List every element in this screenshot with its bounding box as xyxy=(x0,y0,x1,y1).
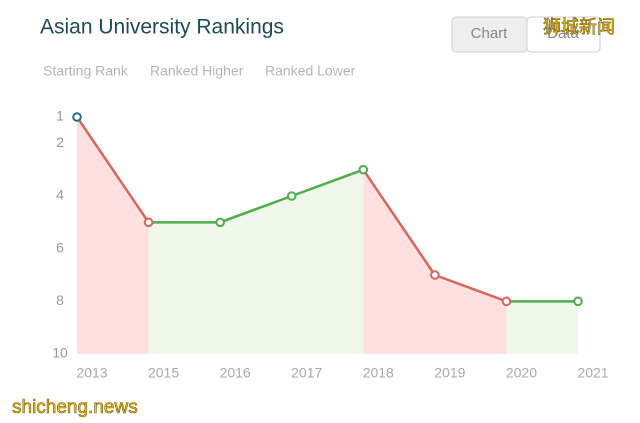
area-lower xyxy=(77,117,149,354)
y-tick-label: 10 xyxy=(52,345,68,361)
watermark: shicheng.news xyxy=(12,397,138,418)
area-higher xyxy=(506,301,578,354)
area-higher xyxy=(291,169,364,354)
button-label[interactable]: Data xyxy=(547,25,579,42)
y-tick-label: 1 xyxy=(56,108,64,124)
x-tick-label: 2019 xyxy=(434,365,465,381)
y-tick-label: 8 xyxy=(56,292,64,308)
point xyxy=(286,191,297,201)
y-tick-label: 2 xyxy=(56,134,64,150)
y-tick-label: 6 xyxy=(56,239,64,255)
point xyxy=(72,112,82,122)
watermark: 狮城新闻 xyxy=(543,17,615,37)
segment-lower xyxy=(75,116,150,224)
point xyxy=(501,296,512,307)
segment-higher xyxy=(291,168,364,198)
x-tick-label: 2016 xyxy=(220,365,251,381)
legend-entry: Starting Rank xyxy=(43,63,129,79)
chart-title: Asian University Rankings xyxy=(40,16,284,39)
y-tick-label: 4 xyxy=(56,187,64,203)
x-tick-label: 2018 xyxy=(363,365,394,381)
area-lower xyxy=(434,275,507,354)
area-lower xyxy=(363,169,435,354)
x-tick-label: 2020 xyxy=(506,365,537,381)
data-button[interactable] xyxy=(526,16,601,53)
x-tick-label: 2013 xyxy=(76,365,107,381)
point xyxy=(573,296,583,307)
legend-entry: Ranked Higher xyxy=(150,63,244,79)
button-label[interactable]: Chart xyxy=(471,25,509,42)
area-higher xyxy=(220,196,292,354)
x-tick-label: 2021 xyxy=(577,365,608,381)
segment-higher xyxy=(219,194,293,224)
point xyxy=(430,270,440,280)
x-tick-label: 2017 xyxy=(291,365,322,381)
legend-entry: Ranked Lower xyxy=(265,63,356,79)
point xyxy=(215,217,225,228)
point xyxy=(143,217,154,228)
x-tick-label: 2015 xyxy=(148,365,179,381)
area-higher xyxy=(148,222,221,354)
segment-lower xyxy=(362,168,436,276)
segment-lower xyxy=(434,273,507,303)
point xyxy=(358,164,369,175)
